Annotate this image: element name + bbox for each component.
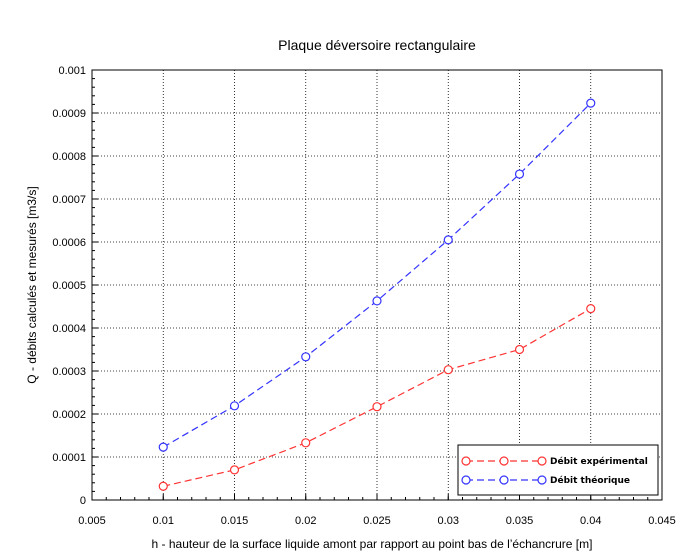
legend-marker bbox=[537, 475, 547, 485]
data-point bbox=[586, 304, 596, 314]
grid bbox=[92, 70, 662, 500]
x-tick-label: 0.045 bbox=[648, 515, 676, 527]
legend-item: Débit théorique bbox=[461, 475, 630, 486]
y-axis-label: Q - débits calculés et mesurés [m3/s] bbox=[25, 186, 39, 383]
y-tick-label: 0.0004 bbox=[52, 323, 86, 335]
x-tick-label: 0.035 bbox=[506, 515, 534, 527]
x-tick-label: 0.03 bbox=[438, 515, 459, 527]
data-point bbox=[229, 465, 240, 475]
data-point bbox=[301, 352, 311, 362]
legend-label: Débit expérimental bbox=[550, 456, 648, 467]
chart-title: Plaque déversoire rectangulaire bbox=[278, 37, 476, 53]
y-tick-label: 0.0001 bbox=[52, 452, 86, 464]
data-point bbox=[301, 438, 311, 448]
y-tick-label: 0.0005 bbox=[52, 280, 86, 292]
legend-marker bbox=[537, 456, 547, 466]
series-experimental bbox=[158, 304, 596, 491]
y-tick-label: 0.0007 bbox=[52, 194, 86, 206]
x-tick-label: 0.01 bbox=[153, 515, 174, 527]
legend-marker bbox=[499, 456, 509, 466]
data-point bbox=[443, 365, 453, 375]
data-point bbox=[229, 401, 240, 411]
legend-marker bbox=[461, 475, 471, 485]
y-tick-label: 0.0006 bbox=[52, 237, 86, 249]
data-point bbox=[443, 235, 453, 245]
y-tick-label: 0 bbox=[80, 495, 86, 507]
y-tick-label: 0.001 bbox=[58, 65, 86, 77]
data-point bbox=[586, 98, 596, 108]
data-point bbox=[158, 442, 168, 452]
series-layer bbox=[158, 98, 596, 491]
data-point bbox=[158, 481, 168, 491]
x-axis-label: h - hauteur de la surface liquide amont … bbox=[152, 537, 593, 551]
legend-box bbox=[457, 444, 659, 496]
x-tick-label: 0.025 bbox=[363, 515, 391, 527]
data-point bbox=[514, 169, 525, 179]
legend-marker bbox=[499, 475, 509, 485]
data-point bbox=[372, 296, 382, 306]
data-point bbox=[514, 344, 525, 355]
data-point bbox=[372, 402, 382, 412]
legend-label: Débit théorique bbox=[550, 475, 630, 486]
y-tick-label: 0.0003 bbox=[52, 366, 86, 378]
y-tick-label: 0.0002 bbox=[52, 409, 86, 421]
axis-ticks: 0.005 0.01 0.015 0.02 0.025 0.03 0.035 0.04 0.04… bbox=[52, 65, 675, 527]
x-tick-label: 0.015 bbox=[221, 515, 249, 527]
legend-marker bbox=[461, 456, 471, 466]
x-tick-label: 0.005 bbox=[78, 515, 106, 527]
series-theoretical bbox=[158, 98, 596, 452]
y-tick-label: 0.0008 bbox=[52, 151, 86, 163]
x-tick-label: 0.02 bbox=[295, 515, 316, 527]
y-tick-label: 0.0009 bbox=[52, 108, 86, 120]
x-tick-label: 0.04 bbox=[580, 515, 601, 527]
legend-item: Débit expérimental bbox=[461, 456, 648, 467]
legend: Débit expérimental Débit théorique bbox=[457, 444, 659, 496]
